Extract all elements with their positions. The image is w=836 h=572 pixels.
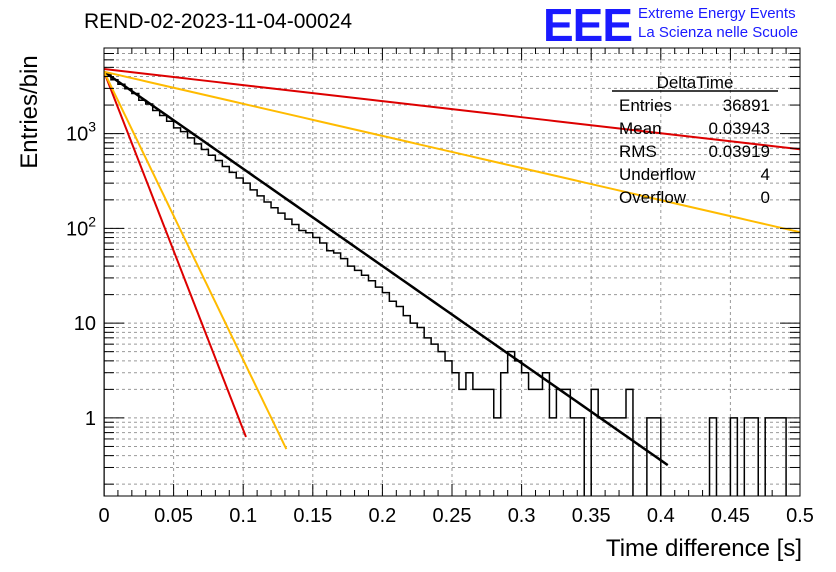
x-tick-label: 0.3 <box>508 505 536 527</box>
x-ticks <box>103 48 801 496</box>
x-tick-label: 0.5 <box>786 505 814 527</box>
x-tick-label: 0.35 <box>572 505 611 527</box>
stats-value: 0.03919 <box>709 142 770 161</box>
stats-label: Overflow <box>619 188 687 207</box>
y-axis-label: Entries/bin <box>16 55 43 169</box>
logo-text: Extreme Energy Events La Scienza nelle S… <box>638 4 798 42</box>
stats-label: Entries <box>619 96 672 115</box>
histogram-series <box>104 72 800 496</box>
x-tick-label: 0.4 <box>647 505 675 527</box>
fit-line-0 <box>104 70 669 467</box>
x-tick-label: 0.2 <box>368 505 396 527</box>
y-tick-label: 103 <box>66 119 96 146</box>
y-tick-exponent: 2 <box>88 213 96 229</box>
eee-logo: EEE <box>543 0 633 51</box>
stats-label: Mean <box>619 119 662 138</box>
y-tick-label: 1 <box>85 408 96 430</box>
x-tick-label: 0.45 <box>711 505 750 527</box>
stats-label: Underflow <box>619 165 696 184</box>
logo-line-2: La Scienza nelle Scuole <box>638 24 799 41</box>
y-ticks <box>104 52 800 485</box>
fit-line-4 <box>104 71 288 450</box>
grid <box>104 48 800 496</box>
x-axis-label: Time difference [s] <box>605 535 802 562</box>
logo-line-1: Extreme Energy Events <box>638 5 796 22</box>
fit-line-3 <box>104 71 247 438</box>
y-tick-label: 102 <box>66 213 96 240</box>
fit-line-2 <box>104 70 800 234</box>
y-tick-label: 10 <box>74 313 96 335</box>
x-tick-label: 0.1 <box>229 505 257 527</box>
x-tick-label: 0.05 <box>154 505 193 527</box>
stats-value: 0 <box>761 188 770 207</box>
x-tick-label: 0.25 <box>433 505 472 527</box>
stats-value: 4 <box>761 165 770 184</box>
x-tick-label: 0 <box>98 505 109 527</box>
chart-title: REND-02-2023-11-04-00024 <box>84 10 353 33</box>
stats-name: DeltaTime <box>657 73 734 92</box>
stats-value: 36891 <box>723 96 770 115</box>
x-tick-label: 0.15 <box>293 505 332 527</box>
fit-line-1 <box>104 68 800 151</box>
stats-label: RMS <box>619 142 657 161</box>
y-tick-exponent: 3 <box>88 119 96 135</box>
stats-value: 0.03943 <box>709 119 770 138</box>
stats-box: DeltaTime Entries 36891 Mean 0.03943 RMS 0.039… <box>612 73 778 207</box>
